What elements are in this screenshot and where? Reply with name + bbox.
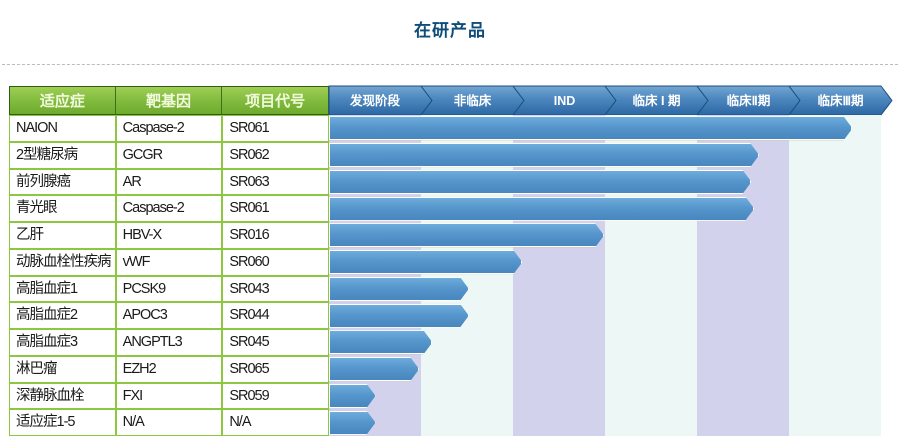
svg-text:临床 I 期: 临床 I 期: [633, 93, 681, 108]
svg-text:IND: IND: [554, 94, 576, 108]
svg-text:非临床: 非临床: [454, 93, 492, 108]
svg-text:临床Ⅱ期: 临床Ⅱ期: [727, 93, 771, 108]
svg-text:发现阶段: 发现阶段: [349, 93, 401, 108]
svg-text:临床Ⅲ期: 临床Ⅲ期: [817, 93, 863, 108]
